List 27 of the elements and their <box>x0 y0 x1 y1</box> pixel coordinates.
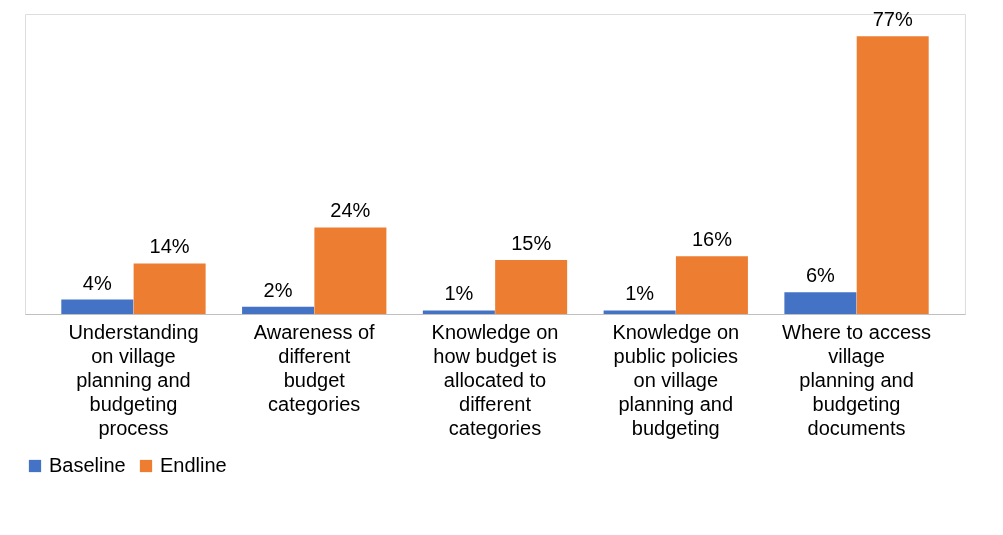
data-label: 24% <box>330 199 371 222</box>
x-tick-label: Knowledge on how budget is allocated to different categories <box>431 320 559 439</box>
bar <box>856 36 929 314</box>
bar <box>133 263 206 314</box>
legend-label: Baseline <box>49 454 126 476</box>
x-tick-label: Knowledge on public policies on village planning and budgeting <box>612 320 740 439</box>
data-label: 15% <box>511 231 552 254</box>
bar <box>242 306 315 314</box>
bar <box>495 259 568 314</box>
bar <box>422 310 495 314</box>
data-label: 77% <box>872 8 913 31</box>
bar <box>675 256 748 314</box>
bar <box>61 299 134 314</box>
x-tick-label: Awareness of different budget categories <box>253 320 376 415</box>
data-label: 4% <box>82 271 112 294</box>
data-label: 1% <box>444 282 474 305</box>
x-tick-label: Where to access village planning and budgeting documents <box>782 320 932 439</box>
bar <box>784 292 857 314</box>
bar <box>314 227 387 314</box>
data-label: 16% <box>691 228 733 251</box>
bar <box>603 310 676 314</box>
data-label: 6% <box>805 264 836 287</box>
data-label: 2% <box>263 278 293 301</box>
x-tick-label: Understanding on village planning and budgeting process <box>68 320 199 439</box>
legend-label: Endline <box>160 454 227 476</box>
data-label: 14% <box>149 235 190 258</box>
data-label: 1% <box>625 282 655 305</box>
